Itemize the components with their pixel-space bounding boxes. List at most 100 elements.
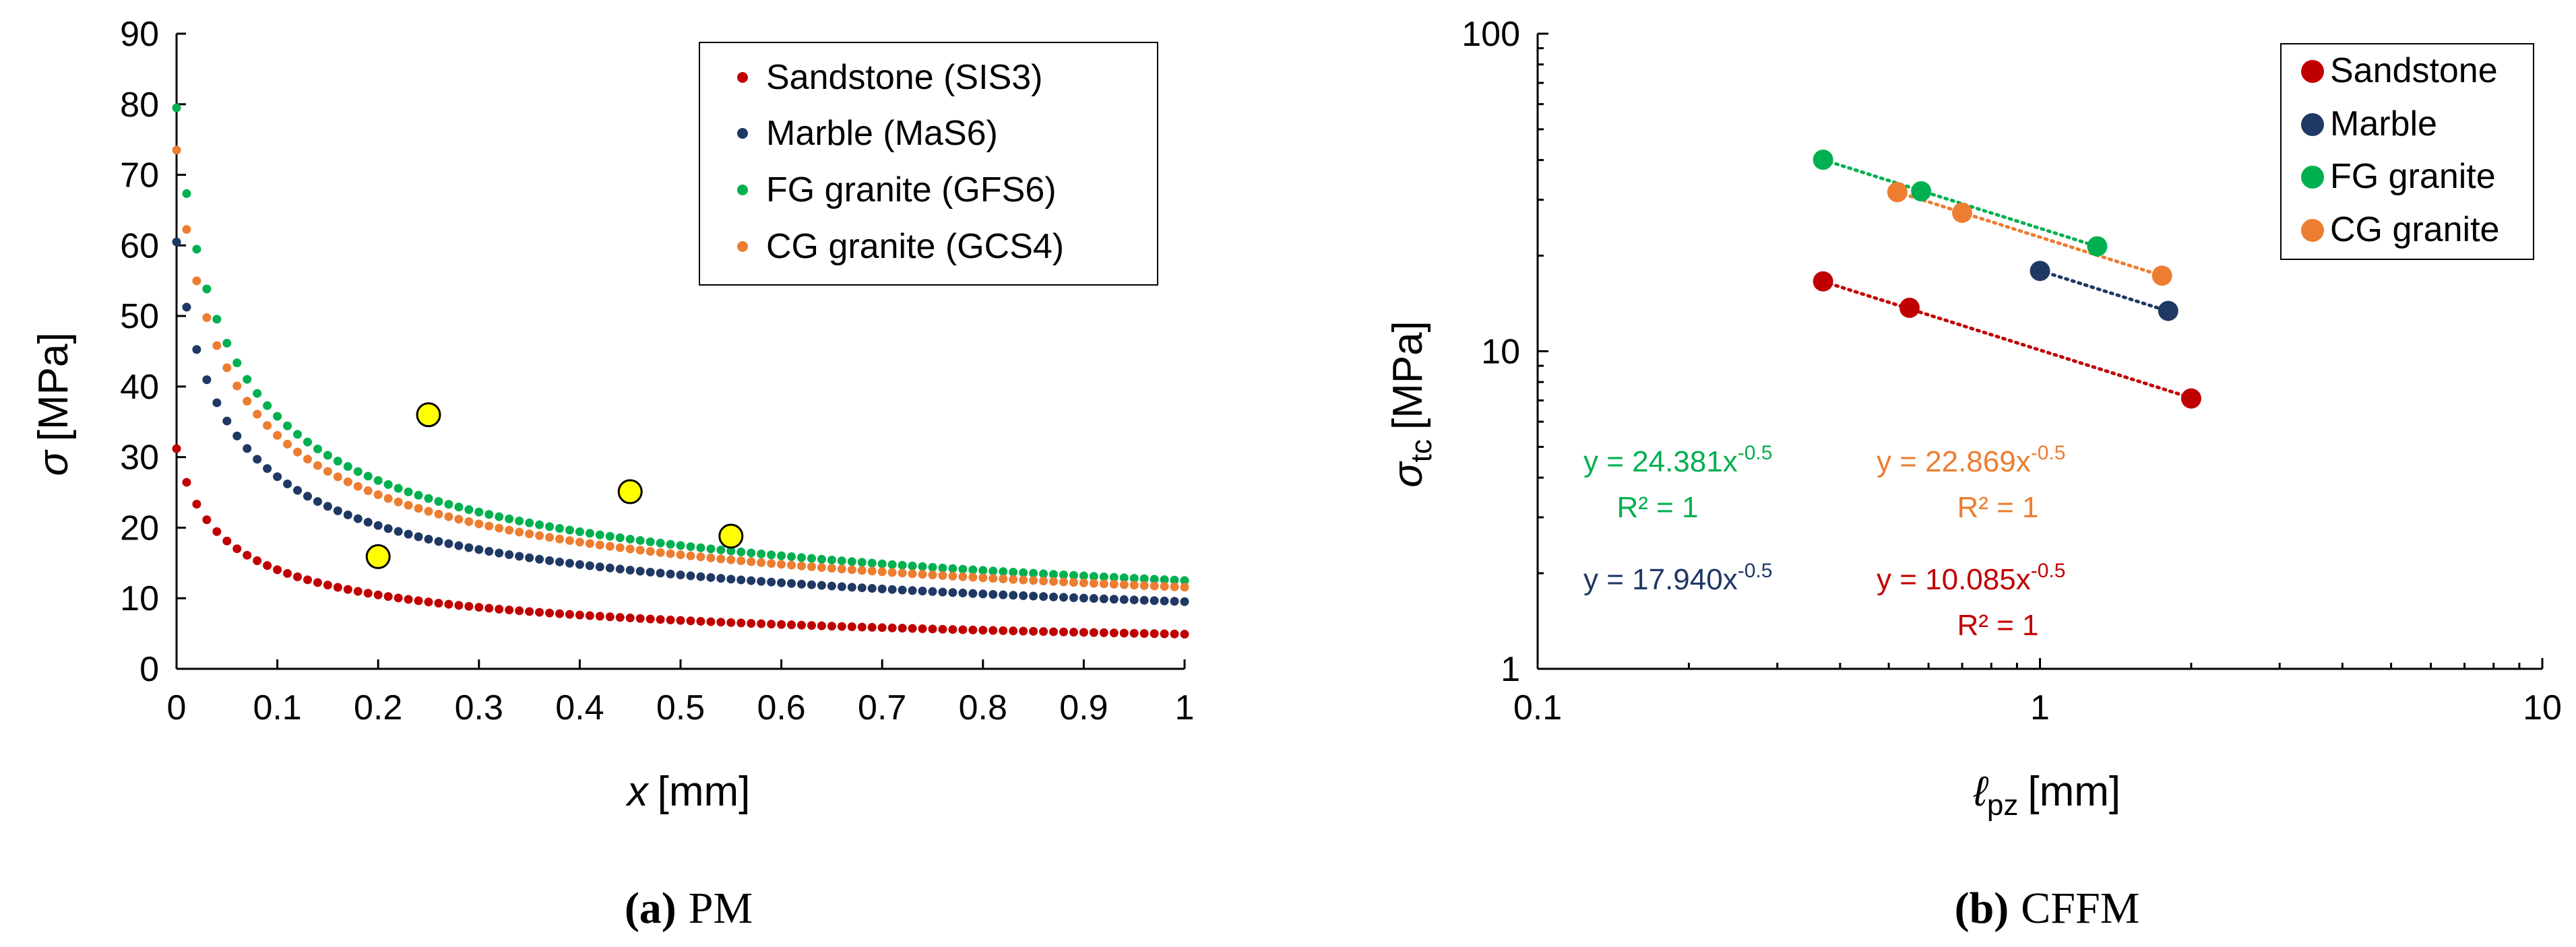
data-point <box>1119 628 1129 638</box>
data-point <box>908 624 917 633</box>
data-point <box>1039 569 1048 579</box>
data-point <box>253 389 262 398</box>
data-point <box>827 581 836 591</box>
legend-box <box>2280 43 2534 260</box>
series-marble <box>172 237 1189 606</box>
y-tick-label: 70 <box>120 156 159 195</box>
data-point <box>666 549 675 558</box>
data-point <box>1150 581 1159 591</box>
x-tick-label: 0.1 <box>1513 688 1562 727</box>
legend-label-sandstone: Sandstone (SIS3) <box>766 58 1042 97</box>
data-point <box>1089 594 1098 603</box>
data-point <box>938 587 947 597</box>
data-point <box>1079 571 1088 581</box>
data-point <box>383 524 393 533</box>
equation-cg-granite: y = 22.869x-0.5 <box>1877 442 2065 478</box>
data-point <box>857 583 867 593</box>
data-point <box>495 523 504 533</box>
data-point <box>918 624 927 633</box>
data-point <box>1059 570 1068 579</box>
data-point <box>857 622 867 632</box>
data-point <box>303 575 312 585</box>
data-point <box>343 477 352 486</box>
data-point <box>666 569 675 579</box>
data-point <box>505 514 514 523</box>
data-point <box>625 534 635 544</box>
y-tick-label: 1 <box>1501 650 1520 689</box>
data-point <box>1180 583 1189 592</box>
x-tick-label: 0.1 <box>253 688 301 727</box>
data-point <box>313 578 322 587</box>
data-point <box>999 626 1008 635</box>
data-point <box>625 544 635 554</box>
data-point <box>807 562 816 571</box>
data-point <box>474 545 484 554</box>
data-point <box>555 557 564 566</box>
data-point <box>192 244 201 254</box>
data-point <box>373 590 383 599</box>
data-point <box>515 552 524 561</box>
equation-exponent: -0.5 <box>2031 442 2066 464</box>
data-point <box>253 410 262 419</box>
data-point <box>303 437 312 447</box>
data-point <box>1129 581 1139 590</box>
data-point <box>293 486 303 495</box>
data-point <box>767 620 776 629</box>
data-point <box>887 560 897 569</box>
data-point <box>1099 628 1108 637</box>
data-point <box>434 497 443 507</box>
data-point <box>545 556 555 565</box>
data-point <box>757 619 766 628</box>
ylabel-subscript: tc <box>1405 439 1438 462</box>
panel-b-ylabel: σtc [MPa] <box>1385 321 1438 488</box>
data-point <box>1170 582 1179 591</box>
data-point <box>232 431 242 440</box>
data-point <box>1139 595 1149 605</box>
data-point <box>333 583 342 592</box>
data-point <box>515 516 524 525</box>
data-point <box>263 421 272 430</box>
series-fg_granite <box>172 103 1189 585</box>
data-point <box>1069 570 1078 580</box>
data-point <box>1170 597 1179 606</box>
data-point <box>605 542 615 551</box>
data-point <box>535 520 544 529</box>
legend-marker-marble <box>737 128 748 139</box>
xlabel-unit: [mm] <box>2028 769 2121 815</box>
data-point <box>383 494 393 503</box>
data-point <box>484 603 494 613</box>
data-point <box>999 590 1008 599</box>
panel-a-ylabel: σ [MPa] <box>30 332 77 476</box>
data-point <box>1160 575 1169 585</box>
data-point <box>182 189 191 198</box>
data-point <box>656 615 665 624</box>
data-point <box>192 345 201 354</box>
legend-marker-sandstone <box>2301 60 2324 83</box>
data-point <box>192 276 201 286</box>
data-point <box>988 589 998 599</box>
data-point <box>908 569 917 579</box>
data-point <box>394 484 403 493</box>
data-point <box>333 506 342 515</box>
data-point <box>686 542 695 552</box>
caption-letter: (a) <box>625 884 677 933</box>
data-point <box>797 561 807 570</box>
data-point <box>918 562 927 571</box>
data-point <box>293 447 303 457</box>
equation-exponent: -0.5 <box>1738 560 1773 582</box>
data-point <box>414 504 423 513</box>
data-point <box>243 374 252 384</box>
x-tick-label: 0 <box>167 688 187 727</box>
equation-r2-cg-granite: R² = 1 <box>1957 491 2038 524</box>
data-point <box>615 543 625 552</box>
data-point <box>877 623 887 632</box>
data-point <box>1079 628 1088 637</box>
equation-exponent: -0.5 <box>1738 442 1773 464</box>
data-point <box>1109 579 1119 589</box>
data-point <box>978 566 988 575</box>
data-point <box>1049 627 1059 636</box>
data-point <box>383 592 393 601</box>
data-point <box>1119 595 1129 604</box>
legend-marker-marble <box>2301 113 2324 136</box>
data-point <box>928 587 937 596</box>
